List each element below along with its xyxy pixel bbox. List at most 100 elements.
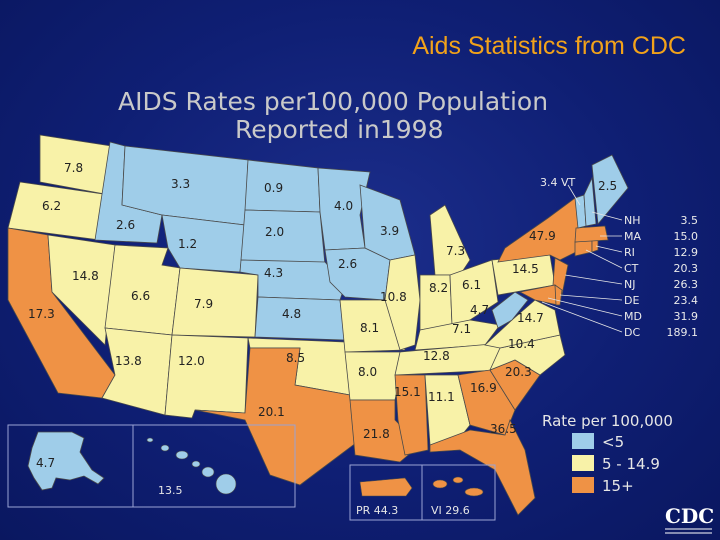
- label-KY: 7.1: [452, 322, 471, 336]
- label-MS: 15.1: [394, 385, 421, 399]
- legend-title: Rate per 100,000: [542, 412, 673, 430]
- northeast-rate-NH: 3.5: [681, 214, 699, 227]
- label-ID: 2.6: [116, 218, 135, 232]
- territory-VI: [432, 476, 484, 497]
- state-AK: [27, 431, 105, 491]
- northeast-rate-MA: 15.0: [674, 230, 699, 243]
- label-FL: 36.5: [490, 422, 517, 436]
- state-WV: [491, 291, 529, 329]
- label-SD: 2.0: [265, 225, 284, 239]
- label-OR: 6.2: [42, 199, 61, 213]
- state-OH: [449, 259, 499, 326]
- label-NC: 10.4: [508, 337, 535, 351]
- state-NH: [583, 176, 597, 227]
- label-MT: 3.3: [171, 177, 190, 191]
- label-AL: 11.1: [428, 390, 455, 404]
- label-NV: 14.8: [72, 269, 99, 283]
- cdc-logo: CDC: [665, 504, 714, 534]
- state-MS: [394, 374, 429, 456]
- label-ND: 0.9: [264, 181, 283, 195]
- label-IA: 2.6: [338, 257, 357, 271]
- northeast-leaders: [541, 184, 623, 333]
- label-NY: 47.9: [529, 229, 556, 243]
- state-KY: [414, 319, 501, 351]
- map-title-line1: AIDS Rates per100,000 Population: [118, 87, 549, 116]
- label-GA: 16.9: [470, 381, 497, 395]
- label-TX: 20.1: [258, 405, 285, 419]
- cdc-logo-text: CDC: [665, 504, 714, 528]
- label-SC: 20.3: [505, 365, 532, 379]
- label-MI: 7.3: [446, 244, 465, 258]
- label-PA: 14.5: [512, 262, 539, 276]
- state-labels: 7.8 6.2 17.3 2.6 14.8 6.6 13.8 3.3 1.2 7…: [28, 161, 617, 441]
- state-shapes: [7, 134, 629, 516]
- label-MO: 10.8: [380, 290, 407, 304]
- state-FL: [429, 418, 536, 516]
- northeast-abbr-RI: RI: [624, 246, 635, 259]
- hawaii-inset-box: [132, 424, 296, 508]
- state-ME: [591, 154, 629, 225]
- northeast-rate-MD: 31.9: [674, 310, 699, 323]
- state-NV: [47, 234, 116, 346]
- northeast-abbr-NJ: NJ: [624, 278, 635, 291]
- legend-label-low: <5: [602, 433, 624, 451]
- northeast-rate-NJ: 26.3: [674, 278, 699, 291]
- label-MN: 4.0: [334, 199, 353, 213]
- legend-label-mid: 5 - 14.9: [602, 455, 660, 473]
- label-OK: 8.5: [286, 351, 305, 365]
- label-OH: 6.1: [462, 278, 481, 292]
- label-IL: 8.1: [360, 321, 379, 335]
- state-NM: [164, 334, 249, 419]
- inset-boxes: 4.7 13.5: [7, 424, 296, 508]
- state-AZ: [101, 327, 173, 416]
- northeast-rate-CT: 20.3: [674, 262, 699, 275]
- label-WA: 7.8: [64, 161, 83, 175]
- legend-swatch-mid: [572, 455, 594, 471]
- label-UT: 6.6: [131, 289, 150, 303]
- label-VI: VI 29.6: [431, 504, 470, 517]
- northeast-rate-RI: 12.9: [674, 246, 699, 259]
- territory-PR: [359, 477, 413, 497]
- label-VT: 3.4 VT: [540, 176, 576, 189]
- northeast-rate-DC: 189.1: [667, 326, 699, 339]
- label-AR: 8.0: [358, 365, 377, 379]
- label-ME: 2.5: [598, 179, 617, 193]
- label-IN: 8.2: [429, 281, 448, 295]
- label-HI: 13.5: [158, 484, 183, 497]
- label-WY: 1.2: [178, 237, 197, 251]
- label-TN: 12.8: [423, 349, 450, 363]
- label-LA: 21.8: [363, 427, 390, 441]
- northeast-abbr-NH: NH: [624, 214, 641, 227]
- state-WI: [359, 184, 416, 261]
- state-HI: [146, 437, 237, 495]
- northeast-abbr-CT: CT: [624, 262, 639, 275]
- northeast-rate-DE: 23.4: [674, 294, 699, 307]
- label-NM: 12.0: [178, 354, 205, 368]
- label-CO: 7.9: [194, 297, 213, 311]
- state-MA: [574, 225, 609, 243]
- state-IL: [384, 254, 421, 351]
- state-CO: [171, 267, 259, 338]
- territory-insets: PR 44.3 VI 29.6: [349, 464, 496, 521]
- label-NE: 4.3: [264, 266, 283, 280]
- northeast-abbr-DC: DC: [624, 326, 640, 339]
- label-AZ: 13.8: [115, 354, 142, 368]
- legend-swatch-low: [572, 433, 594, 449]
- label-WI: 3.9: [380, 224, 399, 238]
- label-VA: 14.7: [517, 311, 544, 325]
- northeast-abbr-MD: MD: [624, 310, 642, 323]
- northeast-abbr-MA: MA: [624, 230, 641, 243]
- map-title-line2: Reported in1998: [235, 115, 444, 144]
- label-WV: 4.7: [470, 303, 489, 317]
- label-AK: 4.7: [36, 456, 55, 470]
- northeast-callouts: NH 3.5 MA 15.0 RI 12.9 CT 20.3 NJ 26.3 DE 23.4 MD 31.…: [624, 214, 698, 339]
- label-PR: PR 44.3: [356, 504, 398, 517]
- slide-title: Aids Statistics from CDC: [412, 32, 686, 60]
- label-CA: 17.3: [28, 307, 55, 321]
- legend-swatch-high: [572, 477, 594, 493]
- label-KS: 4.8: [282, 307, 301, 321]
- legend: Rate per 100,000 <5 5 - 14.9 15+: [542, 412, 673, 495]
- legend-label-high: 15+: [602, 477, 634, 495]
